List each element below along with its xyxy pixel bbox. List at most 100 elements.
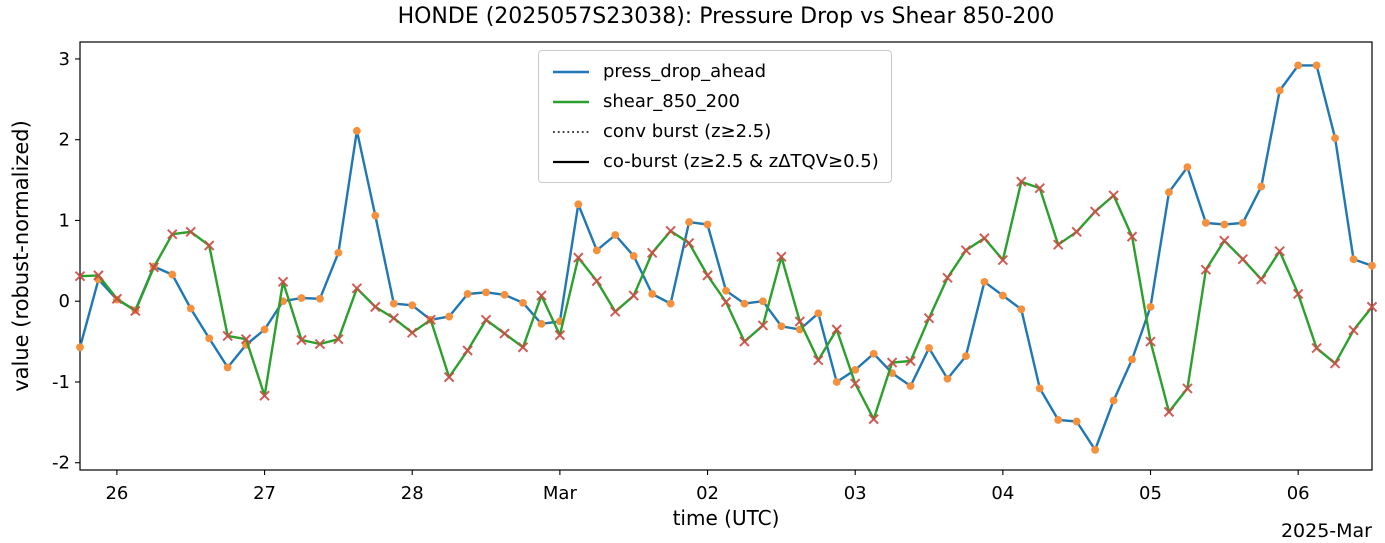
data-point-marker-shear_850_200 (794, 316, 806, 327)
data-point-marker-press_drop_ahead (592, 246, 601, 255)
data-point-marker-shear_850_200 (462, 345, 473, 356)
legend: press_drop_ahead shear_850_200 conv burs… (538, 50, 892, 183)
legend-line-sample (553, 160, 589, 163)
data-point-marker-press_drop_ahead (260, 325, 269, 334)
data-point-marker-press_drop_ahead (537, 319, 546, 328)
data-point-marker-press_drop_ahead (223, 363, 232, 372)
data-point-marker-shear_850_200 (1108, 190, 1119, 201)
y-tick-label: 0 (59, 291, 70, 312)
data-point-marker-shear_850_200 (1256, 274, 1267, 285)
x-tick-label: 26 (105, 483, 128, 504)
legend-entry-press-drop-ahead: press_drop_ahead (551, 59, 879, 84)
data-point-marker-press_drop_ahead (445, 312, 454, 321)
data-point-marker-press_drop_ahead (1165, 188, 1173, 197)
data-point-marker-press_drop_ahead (1091, 445, 1100, 454)
data-point-marker-press_drop_ahead (869, 349, 878, 358)
data-point-marker-press_drop_ahead (408, 301, 417, 310)
data-point-marker-press_drop_ahead (611, 231, 620, 239)
data-point-marker-press_drop_ahead (1294, 61, 1303, 70)
data-point-marker-press_drop_ahead (371, 211, 380, 220)
data-point-marker-shear_850_200 (776, 251, 787, 263)
data-point-marker-press_drop_ahead (943, 374, 952, 383)
data-point-marker-shear_850_200 (1274, 245, 1285, 257)
data-point-marker-shear_850_200 (997, 254, 1009, 266)
data-point-marker-press_drop_ahead (482, 288, 490, 297)
data-point-marker-shear_850_200 (185, 226, 196, 237)
data-point-marker-shear_850_200 (628, 290, 639, 301)
data-point-marker-press_drop_ahead (205, 334, 214, 343)
data-point-marker-press_drop_ahead (1201, 218, 1210, 227)
data-point-marker-shear_850_200 (148, 262, 160, 273)
data-point-marker-press_drop_ahead (998, 291, 1007, 300)
data-point-marker-shear_850_200 (240, 333, 252, 345)
data-point-marker-shear_850_200 (203, 240, 215, 251)
data-point-marker-press_drop_ahead (1146, 302, 1155, 311)
data-point-marker-shear_850_200 (296, 334, 307, 346)
data-point-marker-press_drop_ahead (389, 299, 398, 308)
y-tick-label: 3 (59, 49, 70, 70)
data-point-marker-shear_850_200 (849, 378, 861, 389)
chart-title: HONDE (2025057S23038): Pressure Drop vs … (397, 4, 1055, 29)
data-point-marker-shear_850_200 (314, 338, 326, 350)
legend-label: press_drop_ahead (603, 61, 767, 82)
data-point-marker-shear_850_200 (868, 413, 879, 425)
data-point-marker-press_drop_ahead (1109, 396, 1118, 405)
data-point-marker-shear_850_200 (757, 320, 769, 331)
data-point-marker-shear_850_200 (831, 324, 842, 335)
data-point-marker-shear_850_200 (720, 296, 732, 308)
data-point-marker-press_drop_ahead (1275, 86, 1284, 95)
data-point-marker-press_drop_ahead (316, 294, 324, 303)
data-point-marker-press_drop_ahead (703, 220, 712, 229)
data-point-marker-shear_850_200 (813, 354, 824, 366)
data-point-marker-shear_850_200 (979, 233, 990, 244)
data-point-marker-shear_850_200 (259, 390, 270, 401)
data-point-marker-shear_850_200 (610, 306, 621, 317)
data-point-marker-shear_850_200 (1034, 182, 1045, 194)
data-point-marker-press_drop_ahead (980, 277, 989, 286)
legend-line-sample (553, 100, 589, 103)
data-point-marker-shear_850_200 (277, 276, 289, 288)
data-point-marker-press_drop_ahead (1257, 182, 1266, 191)
data-point-marker-shear_850_200 (1126, 231, 1138, 242)
data-point-marker-shear_850_200 (942, 272, 953, 284)
legend-label: conv burst (z≥2.5) (603, 121, 772, 142)
data-point-marker-shear_850_200 (573, 252, 584, 263)
data-point-marker-shear_850_200 (517, 342, 529, 353)
data-point-marker-press_drop_ahead (76, 343, 84, 352)
x-axis-label: time (UTC) (672, 506, 780, 530)
x-axis-offset-label: 2025-Mar (1280, 520, 1372, 542)
x-tick-label: 28 (401, 483, 424, 504)
series-line-shear_850_200 (78, 180, 1374, 421)
data-point-marker-shear_850_200 (333, 333, 344, 345)
data-point-marker-press_drop_ahead (814, 309, 823, 318)
data-point-marker-press_drop_ahead (168, 270, 177, 279)
data-point-marker-shear_850_200 (425, 314, 436, 326)
data-point-marker-press_drop_ahead (1035, 384, 1044, 393)
data-point-marker-press_drop_ahead (463, 290, 472, 298)
data-point-marker-shear_850_200 (1348, 325, 1359, 336)
x-tick-label: 06 (1287, 483, 1310, 504)
data-point-marker-press_drop_ahead (1128, 355, 1136, 364)
x-tick-label: 27 (253, 483, 276, 504)
data-point-marker-shear_850_200 (1089, 206, 1101, 217)
data-point-marker-press_drop_ahead (685, 218, 693, 226)
data-point-marker-press_drop_ahead (629, 252, 638, 260)
data-point-marker-press_drop_ahead (1238, 218, 1247, 227)
plot-border (79, 41, 1373, 471)
data-point-marker-shear_850_200 (130, 305, 141, 317)
data-point-marker-shear_850_200 (93, 270, 104, 281)
data-point-marker-shear_850_200 (222, 330, 233, 342)
data-point-marker-press_drop_ahead (1331, 134, 1339, 142)
data-point-marker-shear_850_200 (351, 283, 363, 294)
x-tick-label: 03 (844, 483, 867, 504)
data-point-marker-press_drop_ahead (851, 365, 860, 374)
data-point-marker-press_drop_ahead (906, 382, 915, 390)
data-point-marker-press_drop_ahead (740, 299, 749, 308)
data-point-marker-press_drop_ahead (1017, 305, 1026, 314)
data-point-marker-shear_850_200 (480, 314, 492, 326)
data-point-marker-shear_850_200 (1366, 301, 1378, 313)
data-point-marker-press_drop_ahead (500, 290, 509, 299)
legend-label: shear_850_200 (603, 91, 741, 112)
legend-entry-conv-burst: conv burst (z≥2.5) (551, 119, 879, 144)
data-point-marker-shear_850_200 (1071, 226, 1082, 237)
